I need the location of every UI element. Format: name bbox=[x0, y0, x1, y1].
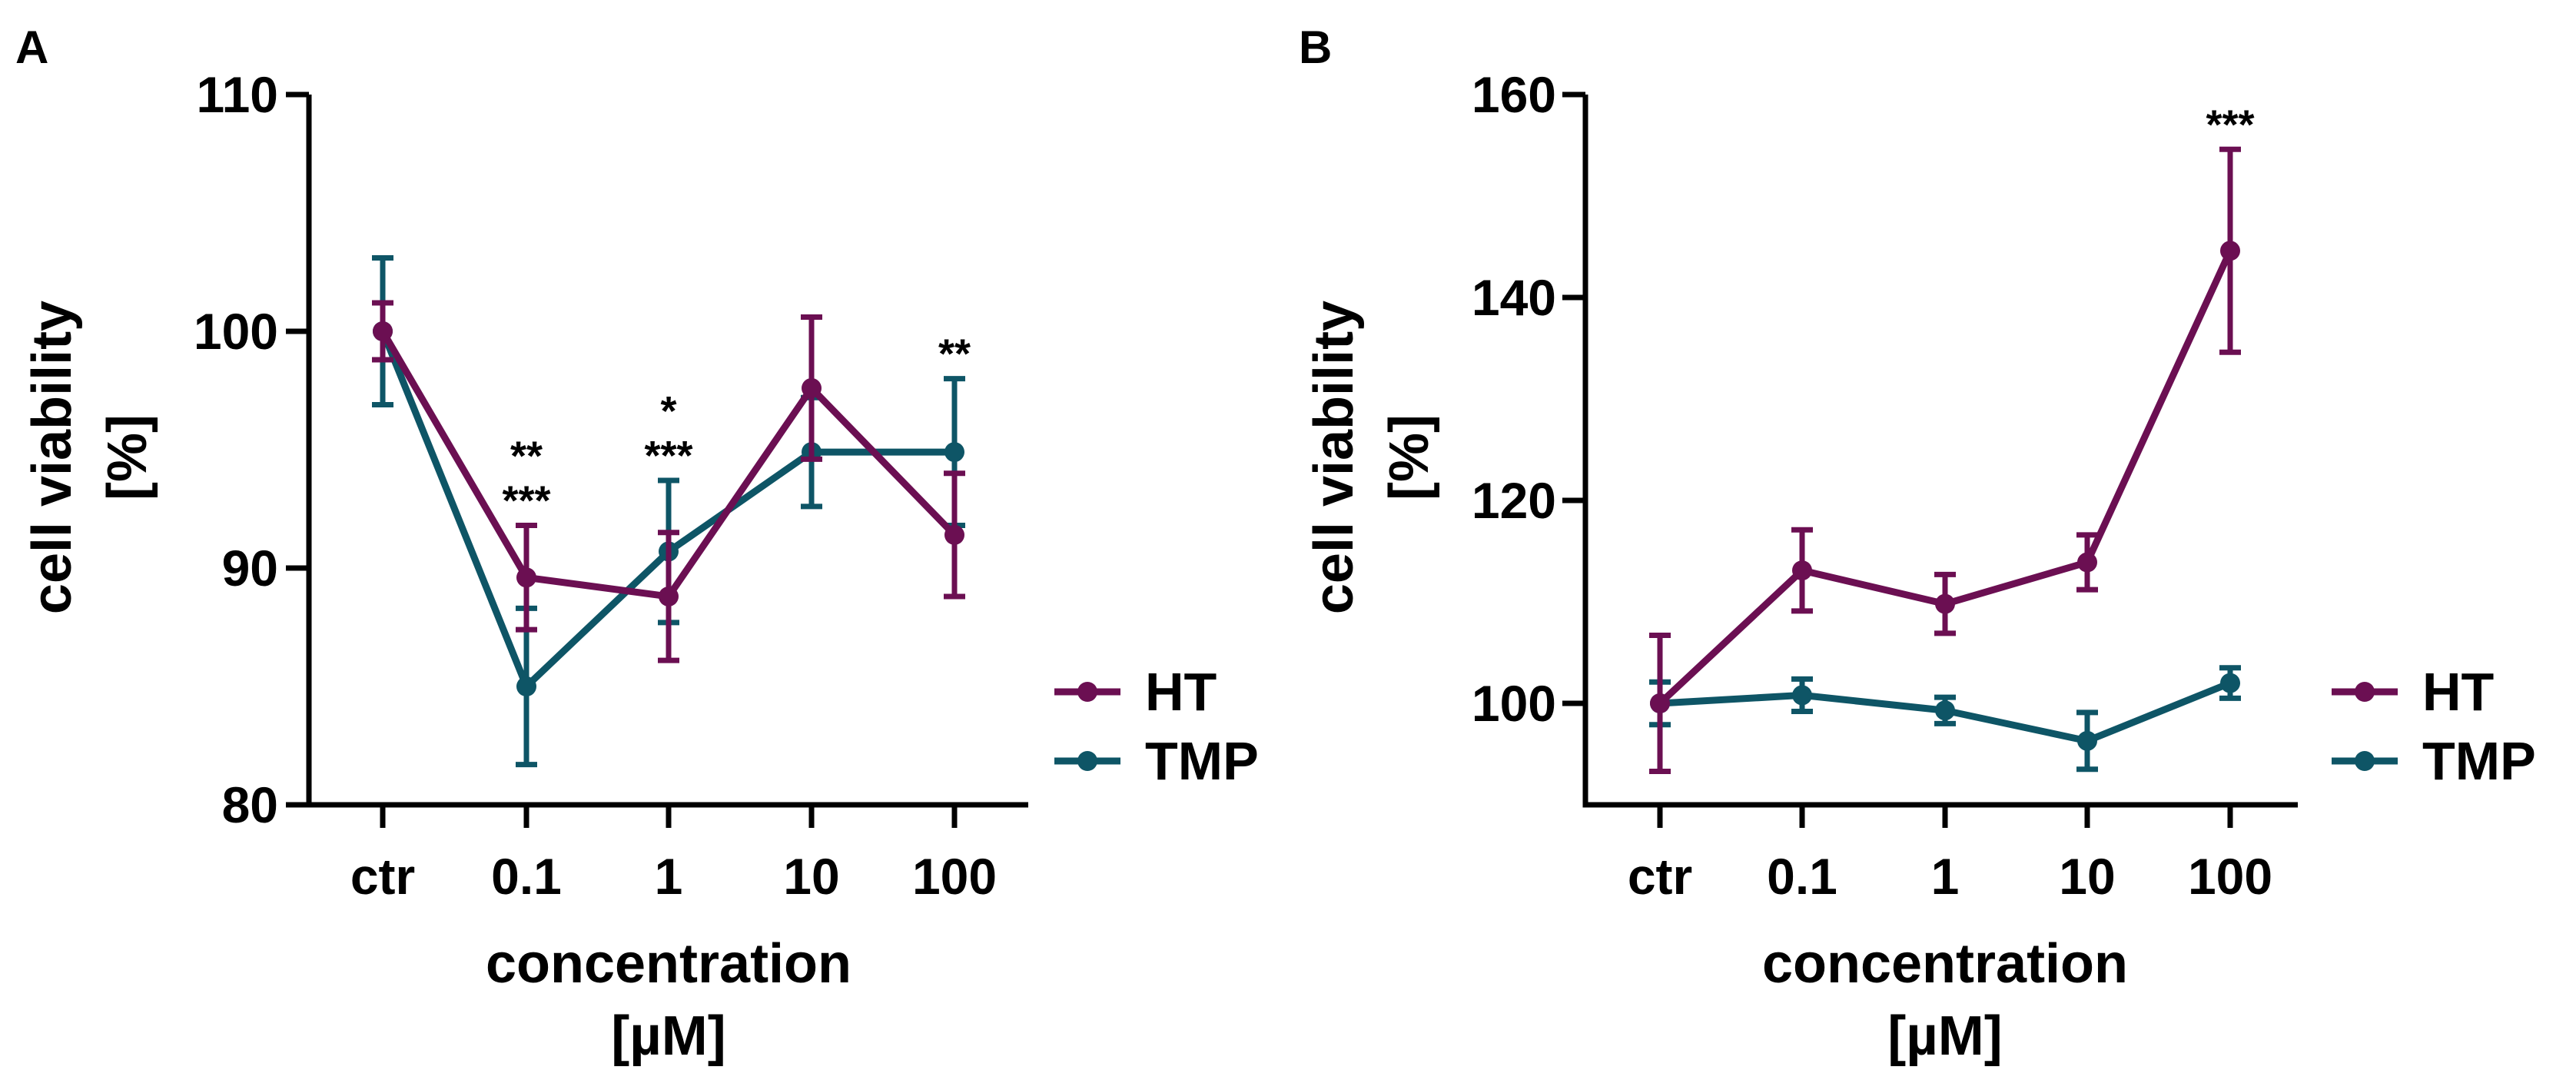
y-tick-label: 140 bbox=[1472, 269, 1556, 326]
data-point bbox=[659, 586, 679, 606]
data-point bbox=[1792, 685, 1812, 706]
data-point bbox=[2077, 730, 2097, 751]
x-axis-title-unit: [µM] bbox=[611, 1005, 725, 1067]
legend-label: HT bbox=[2422, 662, 2494, 722]
panel-letter: A bbox=[15, 22, 48, 73]
panel-letter: B bbox=[1299, 22, 1332, 73]
x-axis-title: concentration bbox=[1762, 933, 2128, 995]
significance-mark: * bbox=[660, 388, 676, 434]
legend-marker bbox=[2355, 682, 2375, 702]
x-axis-title-unit: [µM] bbox=[1887, 1005, 2002, 1067]
data-point bbox=[2220, 673, 2240, 693]
y-axis-title-unit: [%] bbox=[1379, 414, 1440, 500]
y-tick-label: 160 bbox=[1472, 66, 1556, 123]
y-axis-title: cell viability bbox=[22, 301, 83, 614]
legend-marker bbox=[1077, 751, 1097, 771]
x-tick-label: 1 bbox=[1931, 848, 1960, 905]
y-tick-label: 90 bbox=[222, 540, 278, 596]
legend: HT TMP bbox=[1054, 662, 1259, 791]
series-ht bbox=[1649, 146, 2241, 774]
y-tick-label: 100 bbox=[1472, 675, 1556, 732]
significance-mark: *** bbox=[2206, 101, 2254, 148]
data-point bbox=[1650, 693, 1670, 713]
legend-marker bbox=[1077, 682, 1097, 702]
data-point bbox=[1935, 700, 1955, 721]
x-tick-label: 10 bbox=[783, 848, 839, 905]
data-point bbox=[802, 377, 822, 398]
legend-marker bbox=[2355, 751, 2375, 771]
significance-mark: *** bbox=[644, 433, 692, 479]
series-tmp bbox=[1649, 665, 2241, 773]
x-axis-title: concentration bbox=[486, 933, 851, 995]
y-tick-label: 80 bbox=[222, 776, 278, 833]
data-point bbox=[1935, 593, 1955, 614]
data-point bbox=[516, 676, 536, 696]
y-tick-label: 110 bbox=[197, 66, 278, 123]
significance-mark: ** bbox=[510, 434, 543, 480]
y-axis-title: cell viability bbox=[1303, 301, 1365, 614]
x-tick-label: 100 bbox=[912, 848, 997, 905]
series-ht bbox=[372, 300, 965, 663]
x-tick-label: ctr bbox=[350, 848, 415, 905]
x-tick-label: 0.1 bbox=[1767, 848, 1837, 905]
x-tick-label: 100 bbox=[2188, 848, 2272, 905]
x-tick-label: 1 bbox=[655, 848, 683, 905]
data-point bbox=[516, 567, 536, 588]
legend-label: TMP bbox=[1145, 731, 1259, 791]
data-point bbox=[373, 321, 393, 341]
data-point bbox=[2220, 241, 2240, 261]
legend-label: TMP bbox=[2422, 731, 2536, 791]
x-tick-label: 0.1 bbox=[491, 848, 562, 905]
legend: HT TMP bbox=[2332, 662, 2536, 791]
data-point bbox=[2077, 552, 2097, 573]
significance-mark: ** bbox=[938, 331, 971, 377]
x-tick-label: 10 bbox=[2059, 848, 2115, 905]
y-tick-label: 120 bbox=[1472, 472, 1556, 529]
data-point bbox=[944, 442, 964, 463]
y-tick-label: 100 bbox=[194, 303, 278, 360]
data-point bbox=[944, 524, 964, 545]
y-axis-title-unit: [%] bbox=[97, 414, 158, 500]
legend-label: HT bbox=[1145, 662, 1217, 722]
x-tick-label: ctr bbox=[1628, 848, 1692, 905]
data-point bbox=[1792, 560, 1812, 581]
series-tmp bbox=[372, 255, 965, 768]
significance-mark: *** bbox=[502, 478, 550, 524]
